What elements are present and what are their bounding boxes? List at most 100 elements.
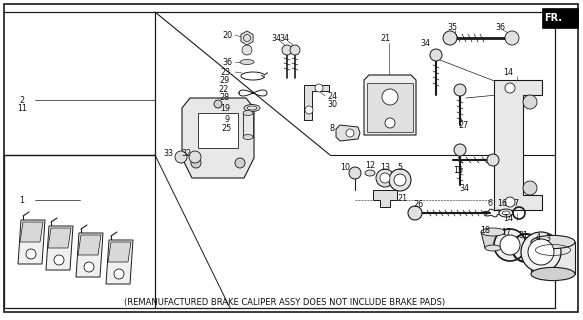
Text: 1: 1 [19,196,24,204]
Text: 19: 19 [220,103,230,113]
Polygon shape [106,240,133,284]
Circle shape [505,83,515,93]
Circle shape [505,31,519,45]
Bar [542,8,578,28]
Text: 10: 10 [340,163,350,172]
Circle shape [505,197,515,207]
Polygon shape [304,85,329,120]
Circle shape [114,269,124,279]
Text: 8: 8 [329,124,335,132]
Polygon shape [108,242,131,262]
Circle shape [389,169,411,191]
Polygon shape [48,228,71,248]
Circle shape [214,100,222,108]
Text: 9: 9 [224,115,230,124]
Circle shape [454,144,466,156]
Ellipse shape [485,245,501,251]
Ellipse shape [243,134,253,140]
Circle shape [346,129,354,137]
Text: 30: 30 [327,100,337,108]
Circle shape [523,95,537,109]
Circle shape [528,239,554,265]
Text: 13: 13 [380,163,390,172]
Ellipse shape [240,60,254,65]
Text: 28: 28 [219,92,229,101]
Circle shape [454,84,466,96]
Circle shape [349,167,361,179]
Text: 27: 27 [459,121,469,130]
Text: 25: 25 [222,124,232,132]
Text: 33: 33 [163,148,173,157]
Text: 20: 20 [222,30,232,39]
Text: 24: 24 [327,92,337,100]
Circle shape [305,106,313,114]
Circle shape [189,151,201,163]
Circle shape [385,118,395,128]
Text: 21: 21 [380,34,390,43]
Circle shape [494,229,526,261]
Polygon shape [481,232,505,248]
Circle shape [26,249,36,259]
Circle shape [290,45,300,55]
Text: 15: 15 [453,165,463,174]
Text: 16: 16 [497,198,507,207]
Polygon shape [373,190,397,207]
Polygon shape [78,235,101,255]
Circle shape [521,232,561,272]
Polygon shape [46,226,73,270]
Circle shape [235,158,245,168]
Ellipse shape [499,209,513,217]
Ellipse shape [531,236,575,249]
Text: 36: 36 [222,58,232,67]
Ellipse shape [243,110,253,116]
Bar [531,242,575,274]
Text: 35: 35 [447,22,457,31]
Text: FR.: FR. [544,13,562,23]
Text: 2: 2 [19,95,24,105]
Circle shape [487,154,499,166]
Text: 34: 34 [459,183,469,193]
Text: 29: 29 [220,76,230,84]
Text: 11: 11 [17,103,27,113]
Text: 34: 34 [279,34,289,43]
Polygon shape [364,75,416,135]
Text: 34: 34 [271,34,281,43]
Polygon shape [20,222,43,242]
Text: 22: 22 [219,84,229,93]
Text: 36: 36 [495,22,505,31]
Bar [243,113,253,137]
Circle shape [394,174,406,186]
Polygon shape [182,98,254,178]
Ellipse shape [531,268,575,281]
Circle shape [175,151,187,163]
Text: 12: 12 [365,161,375,170]
Ellipse shape [481,228,505,236]
Polygon shape [76,233,103,277]
Circle shape [282,45,292,55]
Circle shape [191,158,201,168]
Text: 3: 3 [546,234,550,243]
Circle shape [382,89,398,105]
Text: FR.: FR. [544,14,562,24]
Text: 7: 7 [514,198,518,207]
Text: 18: 18 [480,226,490,235]
Text: 5: 5 [398,163,403,172]
Circle shape [315,84,323,92]
Ellipse shape [503,211,510,215]
Circle shape [523,181,537,195]
Text: 34: 34 [420,38,430,47]
Text: (REMANUFACTURED BRAKE CALIPER ASSY DOES NOT INCLUDE BRAKE PADS): (REMANUFACTURED BRAKE CALIPER ASSY DOES … [124,298,445,307]
Polygon shape [367,83,413,132]
Text: 17: 17 [501,228,511,236]
Circle shape [380,173,390,183]
Polygon shape [494,80,542,210]
Polygon shape [336,125,360,141]
Text: 26: 26 [413,199,423,209]
Circle shape [376,169,394,187]
Circle shape [500,235,520,255]
Circle shape [408,206,422,220]
Ellipse shape [365,170,375,176]
Polygon shape [18,220,45,264]
Text: 14: 14 [503,68,513,76]
Circle shape [84,262,94,272]
